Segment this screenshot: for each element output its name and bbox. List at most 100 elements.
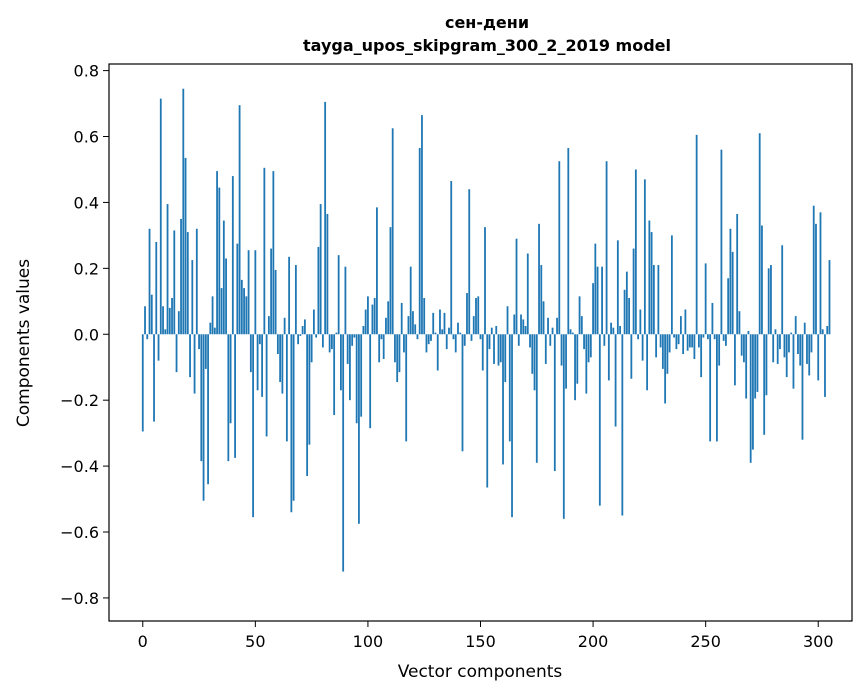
chart-subtitle: tayga_upos_skipgram_300_2_2019 model — [303, 36, 671, 55]
bar — [731, 251, 734, 335]
bar — [162, 306, 164, 335]
bar — [454, 334, 457, 353]
bar — [520, 314, 522, 335]
plot-frame — [108, 63, 853, 622]
bar — [772, 334, 775, 363]
y-tick-label: 0.2 — [74, 259, 99, 278]
bar — [650, 232, 653, 335]
bar — [722, 334, 725, 341]
bar — [675, 334, 678, 350]
bar — [344, 266, 347, 335]
bar — [144, 306, 146, 335]
chart-title: сен-дени — [445, 13, 529, 32]
bar — [340, 334, 342, 391]
bar — [335, 332, 338, 335]
bar — [544, 334, 547, 364]
bar — [657, 265, 660, 335]
bar — [407, 316, 410, 335]
bar — [763, 334, 766, 435]
bar — [637, 334, 640, 340]
bar — [497, 334, 500, 366]
bar — [398, 334, 401, 373]
bar — [752, 334, 754, 450]
bar — [459, 332, 462, 335]
bar — [421, 115, 423, 335]
x-tick-label: 50 — [245, 632, 265, 651]
x-tick-label: 250 — [690, 632, 721, 651]
bar — [373, 298, 376, 335]
bar — [765, 334, 768, 396]
bar — [238, 105, 241, 335]
bar — [387, 301, 390, 335]
y-axis-label: Components values — [14, 259, 34, 427]
bar — [616, 240, 619, 335]
bar — [790, 332, 793, 335]
bar — [679, 316, 682, 335]
bar — [249, 334, 252, 373]
bar — [479, 334, 482, 340]
bar — [267, 316, 270, 335]
bar — [612, 327, 615, 335]
bar — [297, 334, 300, 345]
bar — [227, 334, 230, 462]
bar — [508, 334, 511, 442]
bar — [761, 225, 763, 335]
bar — [580, 316, 583, 335]
bar — [788, 334, 790, 353]
bar — [698, 334, 700, 348]
x-axis-label: Vector components — [398, 662, 563, 682]
bar — [243, 288, 245, 335]
bar — [198, 334, 200, 350]
bar — [794, 316, 797, 335]
bar — [738, 311, 741, 335]
bar — [303, 319, 306, 335]
bar — [652, 265, 655, 335]
bar — [639, 309, 642, 335]
bar — [578, 296, 581, 335]
bar — [182, 88, 185, 335]
bar — [594, 243, 597, 335]
bar — [292, 334, 295, 501]
bar — [319, 204, 322, 335]
bar — [405, 334, 408, 442]
bar — [614, 334, 617, 427]
bar — [513, 314, 516, 335]
bar — [529, 334, 531, 348]
bar — [625, 271, 628, 335]
bar — [155, 241, 158, 335]
bar — [263, 167, 266, 335]
bar — [328, 334, 331, 353]
bar — [659, 334, 662, 348]
bar — [231, 176, 234, 335]
bar — [218, 187, 221, 335]
bar — [146, 334, 149, 340]
bar — [236, 243, 239, 335]
bar — [258, 334, 261, 345]
bar — [457, 322, 459, 335]
bar — [148, 228, 151, 335]
bar — [506, 306, 509, 335]
bar — [747, 330, 750, 335]
bar — [466, 293, 468, 335]
bar — [691, 334, 694, 348]
y-tick-label: 0.6 — [74, 128, 99, 147]
bar — [427, 334, 430, 345]
bar — [619, 326, 621, 335]
bar — [180, 218, 182, 335]
bar — [540, 265, 543, 335]
x-tick-label: 150 — [465, 632, 496, 651]
bar — [504, 334, 507, 383]
bar — [245, 296, 248, 335]
bar — [186, 232, 189, 335]
bar — [743, 334, 745, 363]
bar — [556, 317, 558, 335]
bar — [713, 334, 716, 340]
bar — [367, 296, 369, 335]
bar — [425, 334, 428, 353]
bar — [727, 278, 730, 335]
bar — [166, 204, 169, 335]
bar — [812, 205, 815, 335]
bar — [598, 334, 601, 506]
bar — [734, 334, 736, 386]
bar — [177, 311, 180, 335]
